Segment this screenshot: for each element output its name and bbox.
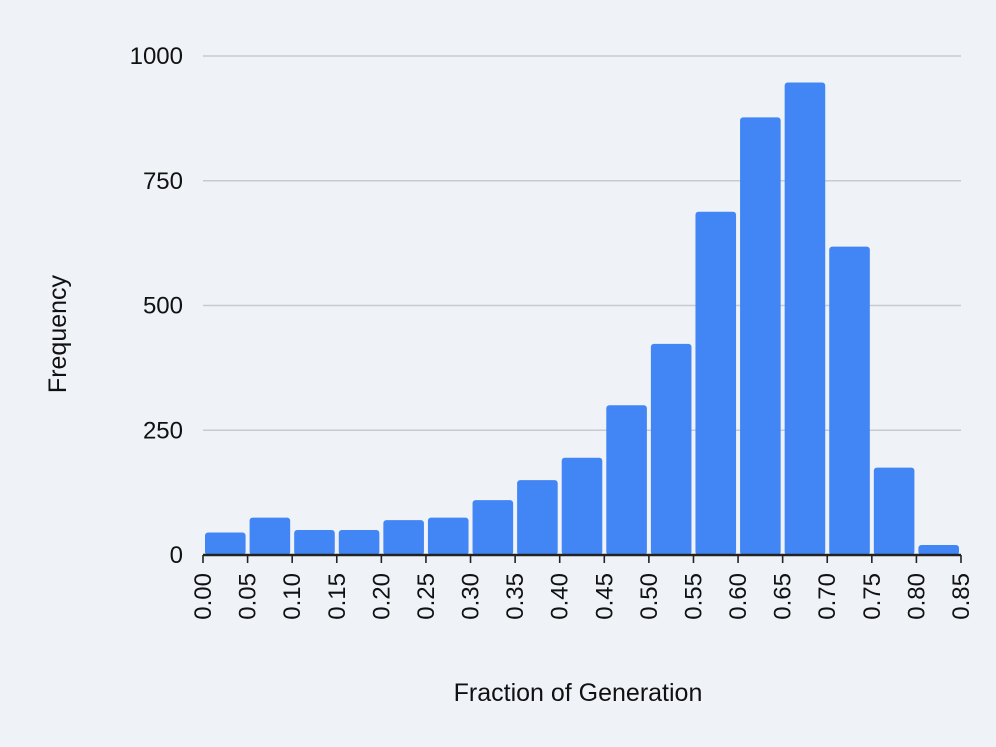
x-tick-label: 0.10 (279, 573, 306, 620)
bar-0.75-0.80 (873, 467, 915, 555)
x-tick-label: 0.80 (903, 573, 930, 620)
y-axis-title: Frequency (44, 274, 72, 393)
x-tick-label: 0.20 (368, 573, 395, 620)
bar-0.35-0.40 (517, 480, 558, 555)
bar-0.80-0.85 (918, 545, 959, 555)
bar-0.25-0.30 (427, 517, 469, 555)
y-tick-label: 1000 (130, 43, 183, 70)
x-axis-title: Fraction of Generation (454, 679, 703, 707)
y-tick-label: 750 (143, 168, 183, 195)
bar-0.30-0.35 (472, 500, 514, 555)
bar-0.10-0.15 (294, 530, 335, 555)
x-tick-label: 0.40 (547, 573, 574, 620)
y-tick-label: 250 (143, 417, 183, 444)
x-tick-label: 0.00 (190, 573, 217, 620)
x-tick-label: 0.15 (324, 573, 351, 620)
y-tick-label: 500 (143, 293, 183, 320)
bar-0.70-0.75 (829, 246, 870, 556)
x-tick-label: 0.50 (636, 573, 663, 620)
bar-0.50-0.55 (650, 343, 692, 555)
x-tick-label: 0.45 (591, 573, 618, 620)
bar-0.60-0.65 (740, 117, 781, 555)
bars (205, 82, 959, 556)
x-tick-label: 0.70 (814, 573, 841, 620)
x-tick-label: 0.55 (680, 573, 707, 620)
bar-0.40-0.45 (561, 457, 603, 555)
x-tick-label: 0.05 (235, 573, 262, 620)
x-tick-label: 0.35 (502, 573, 529, 620)
bar-0.00-0.05 (205, 532, 246, 555)
bar-0.20-0.25 (383, 520, 424, 555)
bar-0.65-0.70 (784, 82, 826, 556)
y-tick-label: 0 (170, 542, 183, 569)
x-tick-label: 0.75 (859, 573, 886, 620)
bar-0.05-0.10 (249, 517, 291, 555)
x-tick-label: 0.65 (770, 573, 797, 620)
bar-0.55-0.60 (695, 211, 737, 556)
x-tick-label: 0.25 (413, 573, 440, 620)
axes: 0 250 500 750 1000 0.00 0.05 0.10 0.15 0.20 0.25 0.… (130, 43, 975, 620)
x-tick-label: 0.30 (458, 573, 485, 620)
bar-0.15-0.20 (338, 530, 380, 555)
x-tick-label: 0.85 (948, 573, 975, 620)
x-tick-label: 0.60 (725, 573, 752, 620)
bar-0.45-0.50 (606, 405, 647, 555)
